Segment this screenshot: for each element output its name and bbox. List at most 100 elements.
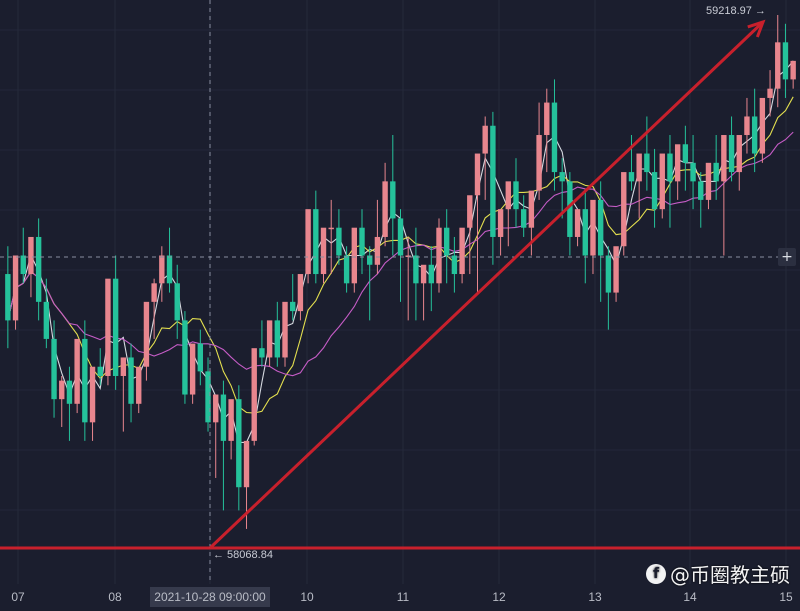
candle <box>459 227 465 284</box>
candle-body <box>351 227 358 284</box>
candle-body <box>728 135 735 173</box>
candle <box>59 375 65 427</box>
candle-body <box>282 301 288 358</box>
candle <box>51 320 57 418</box>
candle-body <box>313 209 319 275</box>
candle <box>136 366 142 414</box>
candle-body <box>28 236 34 275</box>
candle <box>82 320 88 441</box>
candle <box>605 246 612 330</box>
candle <box>667 135 673 228</box>
candle-body <box>259 348 265 358</box>
candle-body <box>166 255 173 284</box>
candle <box>220 380 227 511</box>
candle-body <box>751 116 758 154</box>
candle-body <box>35 236 42 302</box>
candle-body <box>182 320 188 395</box>
candle <box>97 348 103 386</box>
candle-body <box>320 227 327 275</box>
candle-body <box>459 227 465 275</box>
candle <box>290 274 296 321</box>
candle-body <box>597 199 604 256</box>
candle <box>143 301 150 381</box>
candle <box>228 399 234 460</box>
candle-body <box>220 394 227 441</box>
high-price-label: 59218.97 → <box>706 5 766 17</box>
candle-body <box>682 144 689 163</box>
candle <box>659 153 665 219</box>
candle <box>759 97 766 163</box>
candle <box>413 227 419 321</box>
candle-body <box>721 135 727 182</box>
candle-body <box>698 181 704 200</box>
add-price-line-button[interactable]: + <box>778 248 796 266</box>
candle-body <box>713 162 719 182</box>
candle <box>497 209 504 256</box>
x-tick-label: 11 <box>397 590 410 604</box>
candle <box>551 79 558 191</box>
candle <box>467 195 473 275</box>
candle <box>443 209 450 284</box>
candle-body <box>644 153 650 173</box>
candle <box>12 255 19 330</box>
candle-body <box>243 440 250 488</box>
candle-body <box>690 162 696 182</box>
candle-body <box>621 172 627 247</box>
candle <box>420 264 427 321</box>
candle-body <box>651 172 658 210</box>
candle <box>374 199 381 275</box>
candle <box>582 190 588 284</box>
candle <box>790 60 796 89</box>
candle-body <box>297 274 304 312</box>
candle-body <box>213 394 219 423</box>
candle-body <box>759 97 766 154</box>
candle <box>43 278 50 349</box>
candle-body <box>775 42 781 89</box>
crosshair-time-box <box>150 587 270 607</box>
candle <box>259 320 265 367</box>
candle-body <box>5 274 11 321</box>
candle <box>644 116 650 191</box>
candle <box>166 227 173 293</box>
candle <box>28 236 34 298</box>
candle <box>751 88 758 173</box>
x-tick-label: 08 <box>108 590 122 604</box>
candle <box>189 343 196 404</box>
trend-arrow-head <box>747 19 766 38</box>
candle-body <box>628 172 635 182</box>
candle-body <box>159 255 165 284</box>
candle <box>297 274 304 321</box>
candle <box>536 102 542 200</box>
watermark-text: @币圈教主硕 <box>670 563 790 587</box>
candle <box>428 246 434 312</box>
candle-body <box>397 218 404 256</box>
candle <box>243 440 250 529</box>
candle <box>397 209 404 302</box>
candle-body <box>251 348 257 441</box>
candle <box>282 301 288 367</box>
watermark-logo-icon: f <box>646 563 666 584</box>
candle-body <box>89 366 96 423</box>
candle <box>736 135 742 191</box>
candle-body <box>482 125 488 154</box>
candle <box>351 227 358 293</box>
candle-body <box>497 209 504 237</box>
candle <box>520 195 527 237</box>
candle <box>574 209 581 247</box>
candle <box>89 366 96 441</box>
candle-body <box>474 153 481 196</box>
candle-body <box>120 357 127 376</box>
candle-body <box>520 209 527 228</box>
candle-body <box>528 190 535 228</box>
candle <box>5 246 11 349</box>
low-price-label: ← 58068.84 <box>213 549 273 561</box>
candle <box>636 153 642 219</box>
candle-body <box>544 102 550 136</box>
candle <box>698 172 704 228</box>
candle-body <box>205 371 211 423</box>
candle <box>105 278 111 386</box>
candle <box>336 209 342 265</box>
candle-body <box>467 195 473 228</box>
candle-body <box>505 181 511 210</box>
